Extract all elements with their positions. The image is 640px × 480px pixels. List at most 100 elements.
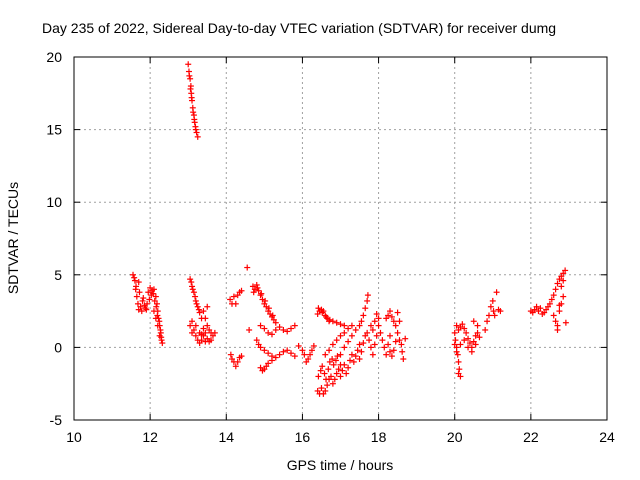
data-point [189, 283, 196, 290]
data-point [345, 325, 352, 332]
data-point [461, 337, 468, 344]
data-point [333, 337, 340, 344]
data-point [352, 326, 359, 333]
data-point [187, 75, 194, 82]
data-point [533, 303, 540, 310]
data-point [375, 322, 382, 329]
data-point [341, 344, 348, 351]
data-point [280, 348, 287, 355]
data-point [337, 373, 344, 380]
data-point [152, 315, 159, 322]
data-point [321, 370, 328, 377]
data-point [232, 363, 239, 370]
data-point [354, 347, 361, 354]
data-point [299, 347, 306, 354]
data-point [331, 376, 338, 383]
data-point [335, 366, 342, 373]
data-point [390, 347, 397, 354]
data-point [238, 287, 245, 294]
data-point [456, 366, 463, 373]
data-point [131, 277, 138, 284]
data-point [360, 312, 367, 319]
data-point [369, 326, 376, 333]
data-point [272, 319, 279, 326]
data-point [329, 380, 336, 387]
data-point [190, 289, 197, 296]
data-point [301, 351, 308, 358]
data-point [200, 325, 207, 332]
x-tick-label: 16 [295, 429, 311, 445]
data-point [139, 297, 146, 304]
data-point [482, 326, 489, 333]
data-point [550, 312, 557, 319]
plot-frame [73, 56, 608, 421]
data-point [396, 337, 403, 344]
data-point [396, 318, 403, 325]
data-point [334, 353, 341, 360]
data-point [367, 322, 374, 329]
data-point [262, 297, 269, 304]
data-point [347, 357, 354, 364]
data-point [255, 287, 262, 294]
data-point [548, 296, 555, 303]
data-point [269, 312, 276, 319]
data-point [552, 286, 559, 293]
data-point [497, 308, 504, 315]
data-point [562, 319, 569, 326]
data-point [135, 279, 142, 286]
data-point [152, 293, 159, 300]
data-point [362, 305, 369, 312]
data-point [366, 337, 373, 344]
data-point [202, 329, 209, 336]
data-point [230, 293, 237, 300]
y-tick-label: 5 [54, 267, 62, 283]
data-point [341, 361, 348, 368]
data-point [465, 335, 472, 342]
data-point [189, 318, 196, 325]
data-point [322, 351, 329, 358]
data-point [489, 297, 496, 304]
data-point [337, 321, 344, 328]
data-point [133, 283, 140, 290]
data-point [146, 296, 153, 303]
data-point [455, 370, 462, 377]
data-point [204, 322, 211, 329]
data-point [386, 332, 393, 339]
data-point [187, 322, 194, 329]
data-point [284, 328, 291, 335]
data-point [190, 109, 197, 116]
data-point [465, 344, 472, 351]
data-point [276, 351, 283, 358]
data-point [402, 335, 409, 342]
y-tick-label: 15 [46, 122, 62, 138]
data-point [238, 353, 245, 360]
data-point [227, 296, 234, 303]
x-axis-label: GPS time / hours [287, 457, 394, 473]
data-point [150, 286, 157, 293]
data-point [193, 300, 200, 307]
grid-lines [74, 57, 607, 420]
data-point [202, 338, 209, 345]
data-point [326, 347, 333, 354]
y-tick-label: 20 [46, 49, 62, 65]
data-point [333, 370, 340, 377]
data-point [554, 326, 561, 333]
data-point [185, 61, 192, 68]
data-point [383, 351, 390, 358]
data-point [133, 293, 140, 300]
data-point [454, 351, 461, 358]
data-point [291, 353, 298, 360]
data-point [291, 322, 298, 329]
data-point [345, 364, 352, 371]
data-point [325, 366, 332, 373]
data-point [388, 313, 395, 320]
data-point [373, 311, 380, 318]
data-point [394, 329, 401, 336]
data-point [308, 347, 315, 354]
data-point [315, 305, 322, 312]
data-point [466, 340, 473, 347]
data-point [268, 357, 275, 364]
y-tick-label: -5 [50, 412, 63, 428]
y-tick-label: 10 [46, 194, 62, 210]
data-point [202, 315, 209, 322]
